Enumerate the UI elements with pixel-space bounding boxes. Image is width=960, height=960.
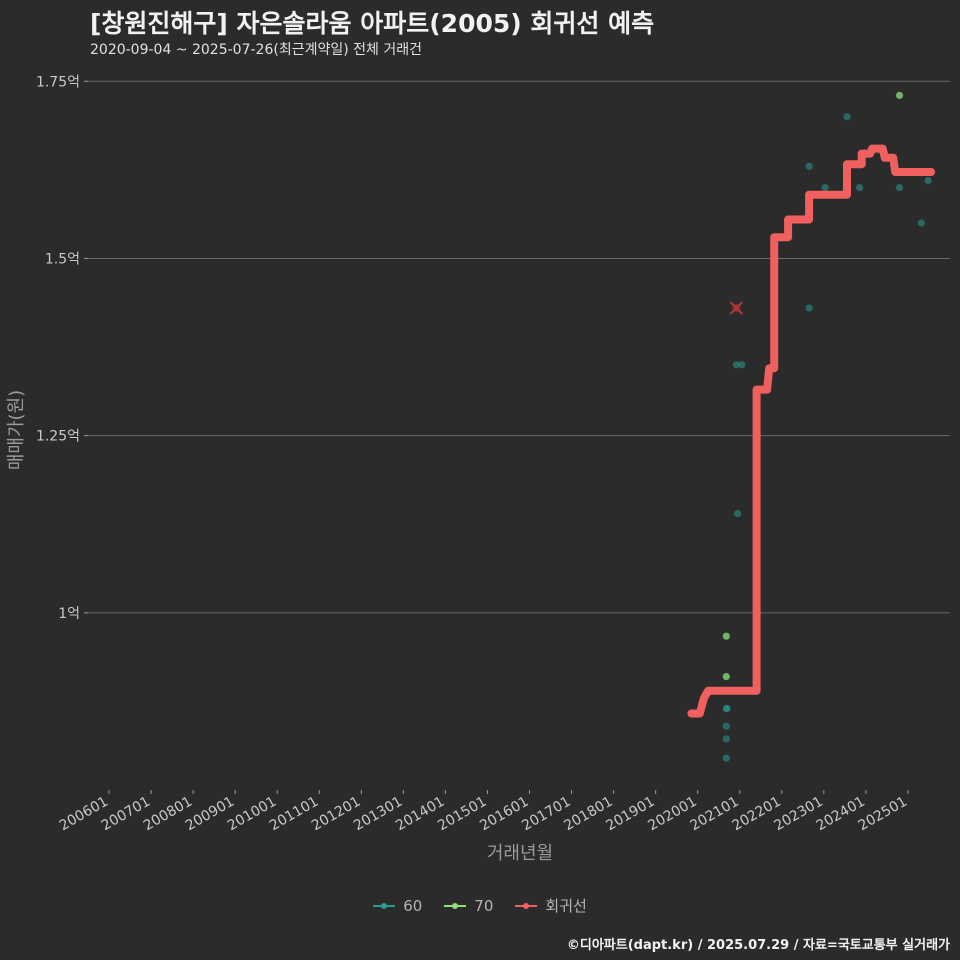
legend-label-regression: 회귀선	[545, 897, 587, 915]
chart-subtitle: 2020-09-04 ~ 2025-07-26(최근계약일) 전체 거래건	[90, 42, 422, 58]
legend-item-60: 60	[373, 895, 422, 916]
legend-key-70	[444, 899, 467, 913]
data-point-60	[855, 183, 864, 192]
data-point-60	[805, 162, 813, 170]
data-point-60	[738, 361, 746, 369]
data-point-60	[734, 509, 742, 518]
x-axis-ticks: 2006012007012008012009012010012011012012…	[57, 790, 910, 834]
data-point-60	[821, 183, 829, 192]
chart-title: [창원진해구] 자은솔라움 아파트(2005) 회귀선 예측	[90, 9, 655, 38]
legend-item-regression: 회귀선	[515, 895, 587, 916]
regression-line	[687, 144, 936, 718]
footer-credit: ©디아파트(dapt.kr) / 2025.07.29 / 자료=국토교통부 실…	[566, 938, 950, 953]
x-tick-label: 202501	[856, 794, 910, 835]
y-tick-label: 1.25억	[36, 429, 80, 445]
outlier-markers	[729, 301, 744, 315]
y-tick-label: 1억	[58, 606, 80, 622]
y-tick-label: 1.75억	[36, 74, 80, 90]
x-axis-label: 거래년월	[487, 843, 553, 864]
data-point-70	[895, 91, 904, 100]
legend-label-60: 60	[403, 896, 423, 915]
data-point-60	[924, 176, 932, 185]
legend-label-70: 70	[474, 896, 494, 915]
legend: 60 70 회귀선	[0, 895, 960, 916]
grid-lines	[88, 80, 950, 614]
regression-layer	[687, 144, 936, 718]
data-point-60	[722, 735, 730, 743]
data-point-60	[843, 113, 851, 121]
legend-key-60	[373, 899, 396, 913]
data-point-60	[805, 304, 813, 312]
scatter-points	[722, 91, 932, 762]
data-point-60	[722, 722, 730, 730]
data-point-70	[722, 673, 730, 681]
y-axis-label: 매매가(원)	[6, 390, 27, 470]
data-point-60	[722, 754, 730, 762]
data-point-60	[732, 361, 740, 369]
legend-key-regression	[515, 899, 538, 913]
data-point-60	[917, 219, 926, 227]
y-tick-label: 1.5억	[45, 251, 80, 267]
legend-item-70: 70	[444, 895, 493, 916]
data-point-60	[895, 183, 904, 192]
data-point-70	[722, 632, 730, 640]
outlier-marker	[729, 301, 744, 315]
outlier-cross-b	[729, 301, 744, 315]
data-point-60	[723, 704, 731, 713]
y-axis-ticks: 1억 1.25억 1.5억 1.75억	[36, 74, 88, 622]
